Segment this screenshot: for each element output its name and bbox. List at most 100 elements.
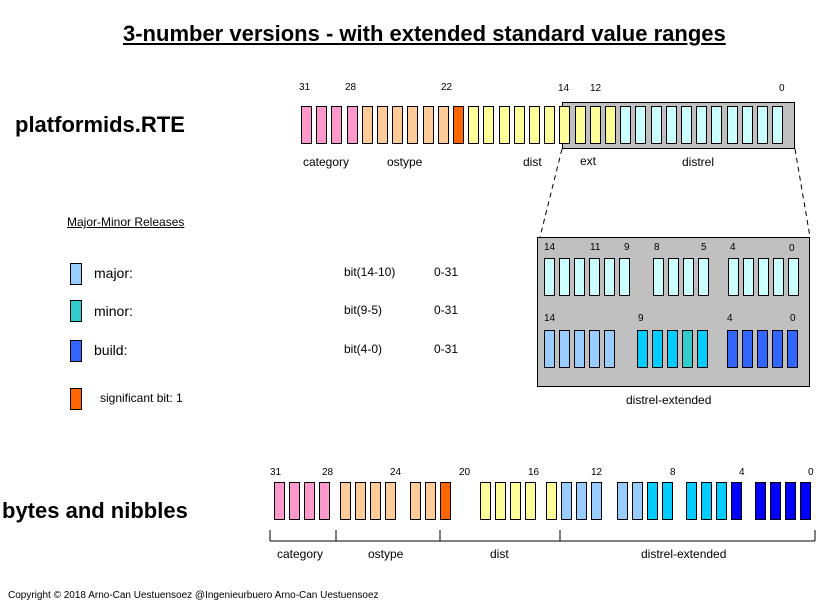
zoom-bit-cell: [757, 330, 768, 368]
zoom-top-bit-9: 9: [624, 242, 630, 253]
bit-cell: [331, 106, 342, 144]
bit-cell: [453, 106, 464, 144]
zoom-bit-cell: [668, 258, 679, 296]
zoom-bit-cell: [742, 330, 753, 368]
bit-cell: [483, 106, 494, 144]
bit-cell: [757, 106, 768, 144]
zoom-bit-cell: [758, 258, 769, 296]
bit-cell: [425, 482, 436, 520]
zoom-bit-cell: [652, 330, 663, 368]
bit-cell: [495, 482, 506, 520]
s2-bit-24: 24: [390, 467, 402, 478]
bit-cell: [410, 482, 421, 520]
significant-bit-label: significant bit: 1: [100, 391, 183, 405]
bit-cell: [319, 482, 330, 520]
bit-cell: [347, 106, 358, 144]
bit-cell: [510, 482, 521, 520]
bit-cell: [727, 106, 738, 144]
zoom-bit-cell: [697, 330, 708, 368]
bit-cell: [620, 106, 631, 144]
bit-cell: [362, 106, 373, 144]
zoom-bottom-bit-14: 14: [544, 313, 556, 324]
zoom-bit-cell: [698, 258, 709, 296]
zoom-bit-cell: [683, 258, 694, 296]
s2-bit-0: 0: [808, 467, 814, 478]
bit-cell: [617, 482, 628, 520]
bit-cell: [499, 106, 510, 144]
bit-cell: [514, 106, 525, 144]
bit-cell: [546, 482, 557, 520]
bit-cell: [304, 482, 315, 520]
section1-label: platformids.RTE: [15, 112, 185, 137]
minor-label: minor:: [94, 303, 133, 319]
bit-cell: [662, 482, 673, 520]
zoom-bit-cell: [544, 258, 555, 296]
minor-range: 0-31: [434, 303, 459, 317]
zoom-bit-cell: [544, 330, 555, 368]
zoom-bit-cell: [727, 330, 738, 368]
s1-bit-31: 31: [299, 82, 311, 93]
bit-cell: [591, 482, 602, 520]
bit-cell: [392, 106, 403, 144]
page-title: 3-number versions - with extended standa…: [123, 21, 726, 46]
s1-field-category: category: [303, 155, 350, 169]
major-label: major:: [94, 265, 133, 281]
s1-bit-22: 22: [441, 82, 453, 93]
zoom-top-bit-8: 8: [654, 242, 660, 253]
s1-field-dist: dist: [523, 155, 542, 169]
zoom-bit-cell: [682, 330, 693, 368]
bit-cell: [340, 482, 351, 520]
bit-cell: [696, 106, 707, 144]
s1-bit-0: 0: [779, 83, 785, 94]
zoom-bit-cell: [788, 258, 799, 296]
bit-cell: [576, 482, 587, 520]
bit-cell: [605, 106, 616, 144]
zoom-bit-cell: [604, 330, 615, 368]
bit-cell: [525, 482, 536, 520]
zoom-bit-cell: [574, 258, 585, 296]
bit-cell: [301, 106, 312, 144]
bit-cell: [355, 482, 366, 520]
bit-cell: [686, 482, 697, 520]
s2-field-category: category: [277, 547, 324, 561]
bit-cell: [632, 482, 643, 520]
bit-cell: [544, 106, 555, 144]
bit-cell: [731, 482, 742, 520]
zoom-bottom-bit-0: 0: [790, 313, 796, 324]
bit-cell: [590, 106, 601, 144]
s2-bit-12: 12: [591, 467, 603, 478]
s2-field-distrel-extended: distrel-extended: [641, 547, 727, 561]
s2-bit-20: 20: [459, 467, 471, 478]
bit-cell: [561, 482, 572, 520]
s1-bit-12: 12: [590, 83, 602, 94]
major-swatch: [70, 263, 82, 285]
build-range: 0-31: [434, 342, 459, 356]
bit-cell: [647, 482, 658, 520]
zoom-caption: distrel-extended: [626, 393, 712, 407]
zoom-bit-cell: [589, 258, 600, 296]
zoom-bit-cell: [604, 258, 615, 296]
bit-cell: [651, 106, 662, 144]
zoom-bit-cell: [619, 258, 630, 296]
s2-bit-28: 28: [322, 467, 334, 478]
bit-cell: [742, 106, 753, 144]
bit-cell: [438, 106, 449, 144]
build-bits: bit(4-0): [344, 342, 383, 356]
bit-cell: [785, 482, 796, 520]
s1-field-ostype: ostype: [387, 155, 423, 169]
zoom-bit-cell: [574, 330, 585, 368]
bit-cell: [772, 106, 783, 144]
zoom-bit-cell: [773, 258, 784, 296]
bit-cell: [635, 106, 646, 144]
s2-bit-4: 4: [739, 467, 745, 478]
s1-bit-14: 14: [558, 83, 570, 94]
major-bits: bit(14-10): [344, 265, 396, 279]
bit-cell: [468, 106, 479, 144]
bit-cell: [716, 482, 727, 520]
build-label: build:: [94, 342, 128, 358]
zoom-bit-cell: [787, 330, 798, 368]
zoom-bit-cell: [772, 330, 783, 368]
s2-bit-8: 8: [670, 467, 676, 478]
s2-bit-16: 16: [528, 467, 540, 478]
